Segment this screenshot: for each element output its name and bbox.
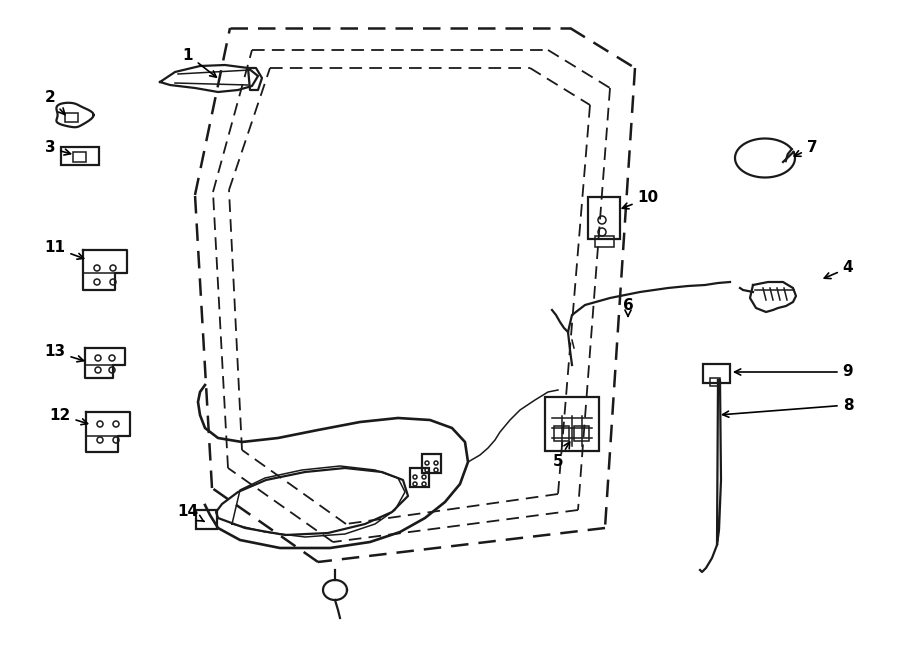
Text: 1: 1 (183, 48, 216, 77)
Text: 8: 8 (723, 397, 853, 417)
Text: 14: 14 (177, 504, 204, 522)
Text: 4: 4 (824, 261, 853, 279)
Text: 13: 13 (44, 344, 84, 362)
Text: 6: 6 (623, 297, 634, 316)
Text: 10: 10 (622, 191, 659, 209)
Text: 2: 2 (45, 91, 65, 115)
Text: 5: 5 (553, 442, 570, 469)
Text: 12: 12 (50, 408, 87, 425)
Text: 11: 11 (44, 240, 84, 260)
Text: 7: 7 (794, 140, 817, 156)
Text: 3: 3 (45, 140, 70, 156)
Text: 9: 9 (734, 365, 853, 379)
